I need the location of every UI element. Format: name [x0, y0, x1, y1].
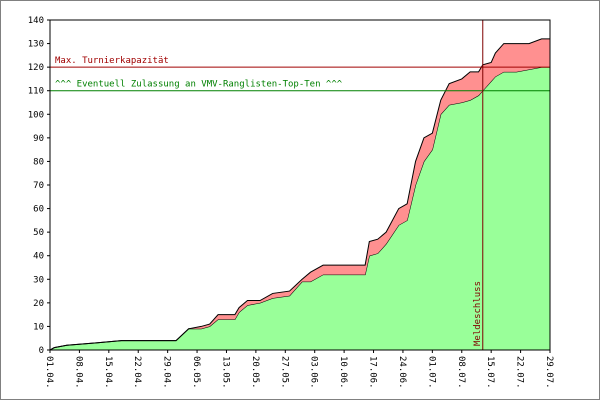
x-tick-label: 24.06. [397, 356, 407, 389]
x-tick-label: 06.05. [191, 356, 201, 389]
y-tick-label: 90 [33, 134, 44, 144]
y-tick-label: 60 [33, 205, 44, 215]
y-tick-label: 10 [33, 322, 44, 332]
y-tick-label: 70 [33, 181, 44, 191]
y-tick-label: 120 [28, 63, 44, 73]
x-tick-label: 29.04. [162, 356, 172, 389]
x-tick-label: 27.05. [279, 356, 289, 389]
y-tick-label: 140 [28, 16, 44, 26]
reference-label: ^^^ Eventuell Zulassung an VMV-Rangliste… [55, 80, 343, 90]
x-tick-label: 08.07. [456, 356, 466, 389]
x-tick-label: 01.04. [44, 356, 54, 389]
x-tick-label: 15.07. [485, 356, 495, 389]
y-tick-label: 100 [28, 110, 44, 120]
area [50, 67, 550, 351]
x-tick-label: 29.07. [544, 356, 554, 389]
y-tick-label: 40 [33, 252, 44, 262]
x-tick-label: 08.04. [73, 356, 83, 389]
reference-label: Max. Turnierkapazität [55, 56, 169, 66]
y-tick-label: 0 [39, 346, 44, 356]
y-tick-label: 30 [33, 275, 44, 285]
x-tick-label: 22.07. [515, 356, 525, 389]
series-line [49, 38, 550, 351]
x-tick-label: 10.06. [338, 356, 348, 389]
x-tick-label: 13.05. [220, 356, 230, 389]
x-tick-label: 22.04. [132, 356, 142, 389]
deadline-label: Meldeschluss [473, 281, 483, 346]
y-tick-label: 80 [33, 157, 44, 167]
area [50, 38, 550, 350]
x-tick-label: 20.05. [250, 356, 260, 389]
x-tick-label: 03.06. [309, 356, 319, 389]
x-tick-label: 17.06. [368, 356, 378, 389]
y-tick-label: 20 [33, 299, 44, 309]
y-tick-label: 110 [28, 87, 44, 97]
x-tick-label: 15.04. [103, 356, 113, 389]
y-tick-label: 130 [28, 40, 44, 50]
x-tick-label: 01.07. [426, 356, 436, 389]
y-tick-label: 50 [33, 228, 44, 238]
